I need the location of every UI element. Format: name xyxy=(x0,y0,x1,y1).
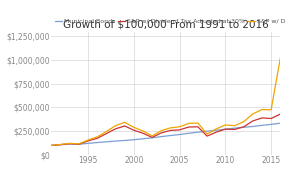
Municipal Bonds xyxy=(105,141,108,143)
S&P w/ Dividend - Tax Deferred xyxy=(196,122,200,124)
Line: Municipal Bonds: Municipal Bonds xyxy=(51,123,280,145)
S&P w/ Dividend Tax Adjusted at 30% xyxy=(260,117,264,119)
S&P w/ Dividend - Tax Deferred xyxy=(269,109,273,111)
S&P w/ Dividend Tax Adjusted at 30% xyxy=(269,117,273,120)
Municipal Bonds xyxy=(150,137,154,139)
S&P w/ Dividend Tax Adjusted at 30% xyxy=(279,113,282,115)
S&P w/ Dividend - Tax Deferred xyxy=(123,121,126,123)
S&P w/ Dividend Tax Adjusted at 30% xyxy=(214,131,218,133)
S&P w/ Dividend - Tax Deferred xyxy=(178,126,181,128)
S&P w/ Dividend - Tax Deferred xyxy=(96,136,99,138)
S&P w/ Dividend - Tax Deferred xyxy=(233,125,236,127)
S&P w/ Dividend - Tax Deferred xyxy=(260,109,264,111)
S&P w/ Dividend - Tax Deferred xyxy=(150,135,154,137)
Municipal Bonds xyxy=(269,123,273,125)
S&P w/ Dividend - Tax Deferred xyxy=(105,130,108,133)
S&P w/ Dividend Tax Adjusted at 30% xyxy=(224,128,227,130)
S&P w/ Dividend - Tax Deferred xyxy=(187,122,190,124)
Municipal Bonds xyxy=(251,125,255,127)
S&P w/ Dividend Tax Adjusted at 30% xyxy=(242,126,245,128)
S&P w/ Dividend - Tax Deferred xyxy=(205,133,209,135)
S&P w/ Dividend Tax Adjusted at 30% xyxy=(50,144,53,146)
Legend: Municipal Bonds, S&P w/ Dividend Tax Adjusted at 30%, S&P w/ Dividend - Tax Defe: Municipal Bonds, S&P w/ Dividend Tax Adj… xyxy=(55,19,286,24)
S&P w/ Dividend Tax Adjusted at 30% xyxy=(132,129,136,131)
Municipal Bonds xyxy=(160,136,163,138)
Municipal Bonds xyxy=(214,129,218,131)
S&P w/ Dividend Tax Adjusted at 30% xyxy=(86,140,90,142)
S&P w/ Dividend Tax Adjusted at 30% xyxy=(233,128,236,131)
Municipal Bonds xyxy=(123,139,126,142)
Title: Growth of $100,000 From 1991 to 2016: Growth of $100,000 From 1991 to 2016 xyxy=(63,20,269,30)
S&P w/ Dividend - Tax Deferred xyxy=(224,124,227,126)
Municipal Bonds xyxy=(279,122,282,124)
S&P w/ Dividend Tax Adjusted at 30% xyxy=(105,133,108,135)
S&P w/ Dividend - Tax Deferred xyxy=(169,127,172,129)
S&P w/ Dividend Tax Adjusted at 30% xyxy=(178,129,181,131)
S&P w/ Dividend Tax Adjusted at 30% xyxy=(169,129,172,131)
S&P w/ Dividend - Tax Deferred xyxy=(114,125,117,127)
Municipal Bonds xyxy=(77,143,81,145)
Municipal Bonds xyxy=(68,143,72,145)
S&P w/ Dividend - Tax Deferred xyxy=(242,121,245,123)
S&P w/ Dividend Tax Adjusted at 30% xyxy=(114,128,117,130)
S&P w/ Dividend - Tax Deferred xyxy=(160,130,163,132)
Line: S&P w/ Dividend - Tax Deferred: S&P w/ Dividend - Tax Deferred xyxy=(51,58,280,145)
S&P w/ Dividend - Tax Deferred xyxy=(77,143,81,145)
S&P w/ Dividend - Tax Deferred xyxy=(50,144,53,146)
S&P w/ Dividend - Tax Deferred xyxy=(279,57,282,59)
S&P w/ Dividend - Tax Deferred xyxy=(68,142,72,144)
Municipal Bonds xyxy=(141,138,145,140)
Municipal Bonds xyxy=(187,132,190,134)
Municipal Bonds xyxy=(59,144,62,146)
Municipal Bonds xyxy=(260,124,264,126)
S&P w/ Dividend Tax Adjusted at 30% xyxy=(160,132,163,134)
S&P w/ Dividend Tax Adjusted at 30% xyxy=(59,144,62,146)
S&P w/ Dividend Tax Adjusted at 30% xyxy=(77,143,81,145)
S&P w/ Dividend Tax Adjusted at 30% xyxy=(251,120,255,122)
S&P w/ Dividend - Tax Deferred xyxy=(251,113,255,115)
Municipal Bonds xyxy=(196,131,200,133)
S&P w/ Dividend - Tax Deferred xyxy=(59,143,62,146)
Municipal Bonds xyxy=(86,142,90,144)
Municipal Bonds xyxy=(169,134,172,137)
S&P w/ Dividend Tax Adjusted at 30% xyxy=(68,143,72,145)
S&P w/ Dividend - Tax Deferred xyxy=(132,126,136,128)
Line: S&P w/ Dividend Tax Adjusted at 30%: S&P w/ Dividend Tax Adjusted at 30% xyxy=(51,114,280,145)
Municipal Bonds xyxy=(50,144,53,146)
S&P w/ Dividend Tax Adjusted at 30% xyxy=(187,126,190,128)
S&P w/ Dividend Tax Adjusted at 30% xyxy=(96,137,99,139)
Municipal Bonds xyxy=(132,139,136,141)
Municipal Bonds xyxy=(205,130,209,132)
Municipal Bonds xyxy=(233,127,236,129)
S&P w/ Dividend Tax Adjusted at 30% xyxy=(141,132,145,134)
Municipal Bonds xyxy=(96,142,99,144)
S&P w/ Dividend - Tax Deferred xyxy=(86,139,90,141)
Municipal Bonds xyxy=(224,128,227,130)
S&P w/ Dividend Tax Adjusted at 30% xyxy=(123,125,126,127)
S&P w/ Dividend Tax Adjusted at 30% xyxy=(150,136,154,138)
S&P w/ Dividend - Tax Deferred xyxy=(214,128,218,130)
Municipal Bonds xyxy=(242,126,245,128)
Municipal Bonds xyxy=(178,133,181,136)
S&P w/ Dividend - Tax Deferred xyxy=(141,130,145,132)
S&P w/ Dividend Tax Adjusted at 30% xyxy=(196,126,200,128)
Municipal Bonds xyxy=(114,140,117,142)
S&P w/ Dividend Tax Adjusted at 30% xyxy=(205,135,209,137)
